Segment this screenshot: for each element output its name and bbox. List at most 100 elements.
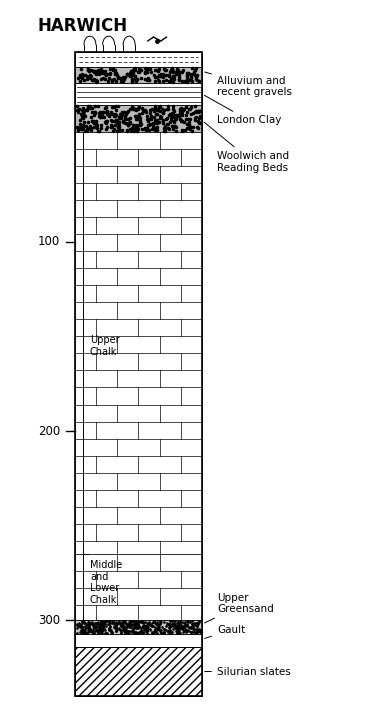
Point <box>84 104 90 115</box>
Point <box>100 616 106 627</box>
Point <box>95 624 101 636</box>
Point <box>77 118 83 130</box>
Point <box>118 73 124 85</box>
Point <box>90 117 96 128</box>
Point <box>131 619 138 631</box>
Point <box>194 619 200 631</box>
Point <box>82 626 88 637</box>
Point <box>118 626 124 638</box>
Point <box>88 626 95 638</box>
Point <box>195 618 201 630</box>
Point <box>180 621 186 632</box>
Point <box>76 103 82 114</box>
Point <box>129 626 135 638</box>
Point <box>176 627 182 639</box>
Point <box>164 618 170 630</box>
Point <box>107 616 114 627</box>
Point <box>149 617 155 629</box>
Point <box>174 110 180 122</box>
Point <box>184 122 191 133</box>
Point <box>77 124 84 135</box>
Point <box>163 620 169 631</box>
Point <box>137 115 143 127</box>
Point <box>140 104 147 116</box>
Point <box>158 68 164 80</box>
Point <box>145 63 152 75</box>
Point <box>144 122 151 134</box>
Point <box>154 616 160 628</box>
Point <box>124 120 131 131</box>
Point <box>112 64 118 76</box>
Point <box>103 615 110 626</box>
Point <box>119 75 126 86</box>
Point <box>85 626 91 638</box>
Point <box>137 626 144 638</box>
Point <box>188 626 194 638</box>
Point <box>79 122 86 134</box>
Point <box>131 103 138 114</box>
Point <box>80 102 86 113</box>
Point <box>150 616 156 628</box>
Point <box>181 617 187 629</box>
Point <box>80 626 86 637</box>
Point <box>114 618 121 629</box>
Point <box>81 625 87 636</box>
Point <box>78 624 84 636</box>
Point <box>184 621 190 632</box>
Point <box>170 104 176 115</box>
Point <box>133 626 139 638</box>
Point <box>152 624 158 635</box>
Point <box>147 114 154 125</box>
Point <box>191 617 197 629</box>
Point <box>129 616 135 627</box>
Point <box>164 112 170 124</box>
Point <box>196 616 203 628</box>
Point <box>172 623 179 634</box>
Point <box>129 69 135 81</box>
Point <box>175 621 181 632</box>
Point <box>185 616 191 627</box>
Point <box>126 616 133 628</box>
Point <box>173 66 180 78</box>
Point <box>97 620 103 631</box>
Point <box>140 627 147 639</box>
Point <box>187 103 193 114</box>
Point <box>126 621 132 632</box>
Point <box>166 109 173 120</box>
Point <box>175 69 182 81</box>
Point <box>156 71 162 82</box>
Point <box>179 125 185 137</box>
Point <box>171 73 177 85</box>
Point <box>94 68 100 79</box>
Point <box>89 115 95 127</box>
Point <box>88 112 94 123</box>
Point <box>147 619 153 631</box>
Point <box>152 124 158 135</box>
Point <box>78 620 84 631</box>
Point <box>109 120 115 131</box>
Point <box>128 125 134 136</box>
Point <box>128 66 134 77</box>
Point <box>155 64 161 76</box>
Point <box>98 626 104 638</box>
Point <box>132 71 138 82</box>
Point <box>100 618 107 629</box>
Text: Gault: Gault <box>205 625 245 639</box>
Point <box>195 626 201 637</box>
Point <box>160 107 166 119</box>
Point <box>115 122 121 133</box>
Point <box>93 618 99 629</box>
Point <box>192 64 198 76</box>
Point <box>156 616 163 627</box>
Bar <box>75 554 202 621</box>
Point <box>87 617 93 629</box>
Point <box>75 125 81 136</box>
Point <box>147 107 153 119</box>
Point <box>86 66 92 77</box>
Point <box>197 626 203 637</box>
Point <box>143 63 149 75</box>
Point <box>179 115 185 127</box>
Point <box>103 627 109 639</box>
Text: 300: 300 <box>38 614 60 627</box>
Point <box>112 109 118 120</box>
